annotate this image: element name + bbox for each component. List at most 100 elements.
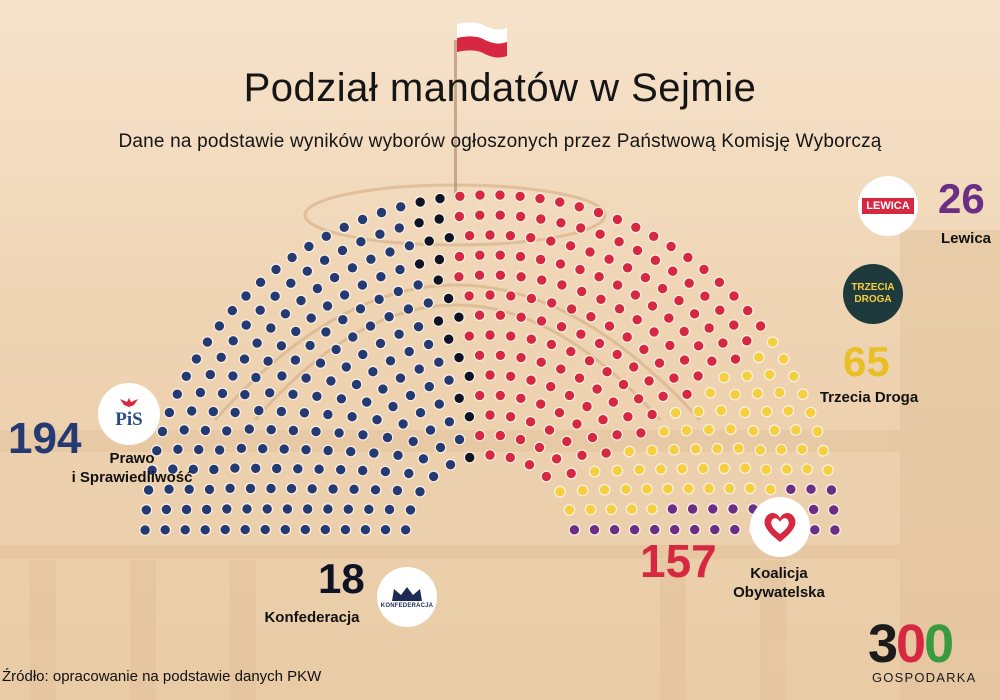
seat-pis: [346, 331, 359, 343]
page-subtitle: Dane na podstawie wyników wyborów ogłosz…: [118, 131, 882, 152]
seat-konfederacja: [442, 333, 455, 346]
seat-trzecia-droga: [646, 444, 658, 457]
seat-trzecia-droga: [751, 387, 764, 400]
seat-lewica: [668, 523, 681, 536]
seat-ko: [629, 289, 642, 301]
seat-ko: [575, 285, 588, 298]
seat-trzecia-droga: [744, 482, 756, 495]
seat-ko: [535, 274, 548, 287]
seat-ko: [586, 431, 599, 444]
seat-pis: [299, 523, 312, 536]
seat-pis: [259, 523, 272, 536]
seat-lewica: [708, 523, 721, 536]
seat-pis: [397, 418, 410, 430]
seat-ko: [635, 427, 647, 439]
seat-pis: [356, 279, 369, 292]
seat-pis: [320, 326, 332, 338]
brand-name: GOSPODARKA: [872, 670, 977, 685]
seat-pis: [254, 276, 267, 289]
seat-pis: [333, 427, 346, 439]
konfederacja-seat-count: 18: [318, 555, 365, 602]
seat-pis: [284, 277, 297, 290]
seat-pis: [163, 406, 176, 419]
seat-pis: [199, 523, 212, 536]
seat-ko: [494, 309, 507, 322]
seat-pis: [187, 463, 200, 476]
seat-ko: [594, 228, 606, 241]
seat-trzecia-droga: [773, 386, 786, 399]
seat-trzecia-droga: [789, 424, 802, 436]
seat-trzecia-droga: [741, 370, 753, 382]
seat-pis: [254, 304, 267, 317]
seat-pis: [270, 462, 283, 475]
page-title: Podział mandatów w Sejmie: [243, 66, 757, 110]
seat-pis: [204, 368, 217, 381]
seat-konfederacja: [414, 196, 427, 209]
seat-pis: [394, 200, 407, 213]
brand-digit-2: 0: [896, 614, 926, 674]
seat-pis: [383, 310, 396, 323]
seat-pis: [330, 343, 343, 356]
seat-konfederacja: [453, 311, 465, 324]
seat-pis: [265, 482, 277, 495]
seat-trzecia-droga: [796, 388, 809, 401]
seat-ko: [575, 328, 587, 341]
seat-ko: [678, 325, 691, 338]
seat-konfederacja: [432, 315, 445, 327]
seat-pis: [414, 406, 427, 419]
seat-pis: [303, 240, 315, 253]
seat-ko: [601, 365, 613, 378]
seat-pis: [194, 386, 207, 399]
seat-pis: [393, 328, 406, 341]
seat-trzecia-droga: [739, 462, 751, 475]
seat-ko: [681, 388, 693, 401]
seat-pis: [180, 370, 193, 383]
seat-pis: [328, 271, 341, 284]
seat-ko: [668, 372, 680, 385]
seat-ko: [611, 279, 624, 292]
seat-lewica: [666, 503, 679, 515]
seat-ko: [474, 189, 486, 202]
seat-pis: [275, 405, 288, 418]
seat-ko: [473, 349, 486, 362]
seat-ko: [484, 409, 496, 421]
seat-pis: [348, 483, 361, 496]
seat-pis: [295, 294, 307, 307]
seat-trzecia-droga: [775, 443, 788, 456]
seat-ko: [473, 209, 486, 222]
seat-pis: [239, 523, 252, 536]
seat-pis: [414, 485, 426, 498]
seat-pis: [336, 244, 349, 257]
seat-ko: [632, 392, 645, 405]
seat-trzecia-droga: [641, 483, 653, 495]
seat-pis: [359, 523, 372, 536]
seat-ko: [611, 348, 624, 361]
seat-konfederacja: [434, 192, 446, 205]
seat-pis: [180, 503, 193, 516]
seat-pis: [379, 523, 392, 536]
seat-ko: [613, 302, 626, 315]
crown-icon: [392, 587, 422, 601]
seat-pis: [220, 425, 233, 437]
seat-pis: [146, 464, 159, 477]
seat-trzecia-droga: [763, 368, 776, 381]
trzecia-droga-seat-count: 65: [843, 338, 890, 385]
seat-pis: [399, 523, 412, 536]
seat-pis: [213, 320, 226, 332]
seat-pis: [289, 325, 302, 338]
seat-ko: [524, 415, 537, 428]
seat-trzecia-droga: [747, 425, 760, 437]
seat-ko: [573, 200, 586, 213]
seat-trzecia-droga: [554, 485, 566, 498]
seat-ko: [611, 213, 624, 226]
seat-pis: [394, 263, 406, 276]
seat-ko: [504, 330, 517, 343]
seat-pis: [160, 503, 173, 516]
seat-pis: [238, 353, 251, 366]
seat-ko: [740, 334, 753, 347]
seat-pis: [287, 424, 300, 437]
seat-pis: [432, 356, 445, 369]
eagle-icon: [120, 398, 138, 407]
seat-ko: [534, 253, 547, 266]
